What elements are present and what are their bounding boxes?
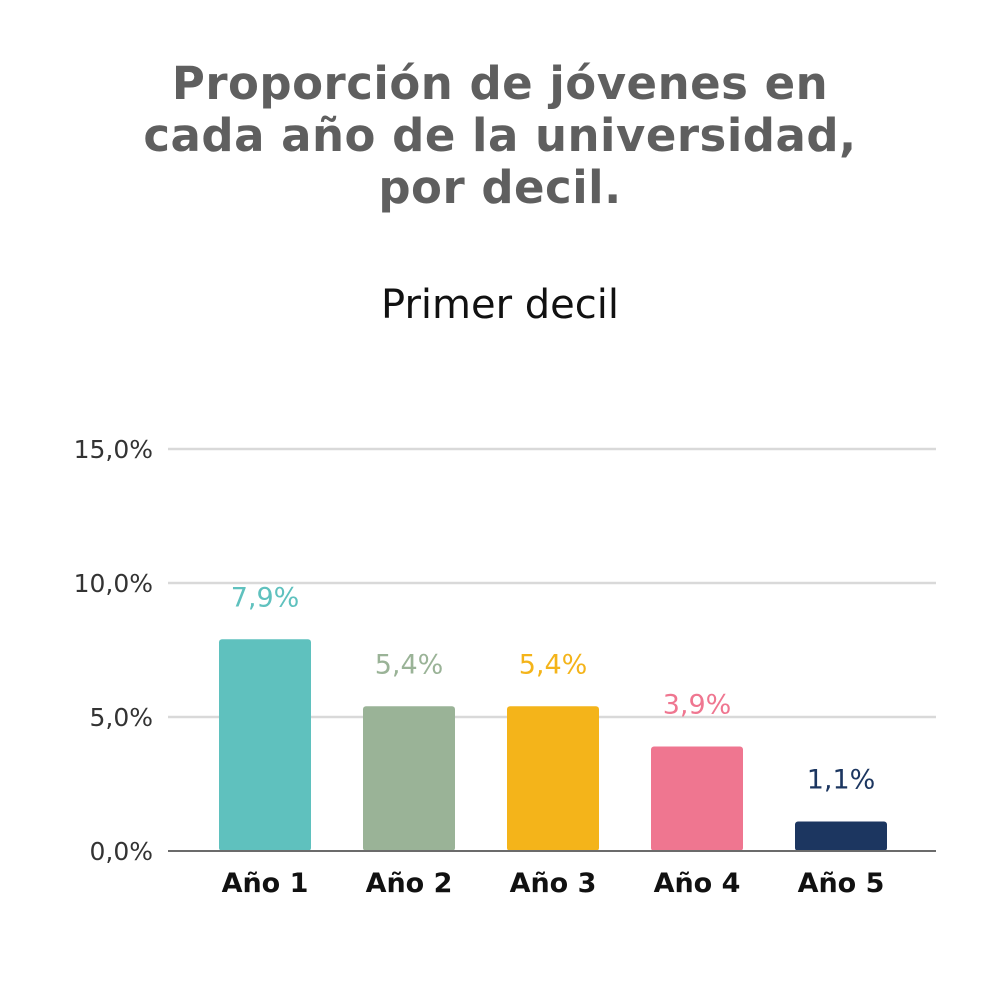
bar-1: [219, 639, 311, 851]
chart-title-line-3: por decil.: [378, 161, 622, 214]
y-tick-label: 5,0%: [89, 703, 153, 732]
x-tick-label-2: Año 2: [366, 868, 453, 899]
y-axis-tick-labels: 0,0% 5,0% 10,0% 15,0%: [74, 435, 153, 866]
value-label-1: 7,9%: [231, 582, 300, 613]
chart-subtitle: Primer decil: [381, 282, 619, 328]
bars: [219, 639, 887, 851]
value-label-5: 1,1%: [807, 765, 876, 796]
chart-title-line-2: cada año de la universidad,: [143, 109, 857, 162]
x-tick-label-1: Año 1: [222, 868, 309, 899]
x-tick-label-3: Año 3: [510, 868, 597, 899]
y-tick-label: 15,0%: [74, 435, 153, 464]
x-tick-label-4: Año 4: [654, 868, 741, 899]
bar-3: [507, 706, 599, 851]
value-label-4: 3,9%: [663, 689, 732, 720]
chart-title: Proporción de jóvenes en cada año de la …: [0, 58, 1000, 214]
value-labels: 7,9% 5,4% 5,4% 3,9% 1,1%: [231, 582, 876, 795]
chart-title-line-1: Proporción de jóvenes en: [171, 57, 829, 110]
value-label-3: 5,4%: [519, 649, 588, 680]
x-tick-label-5: Año 5: [798, 868, 885, 899]
bar-4: [651, 746, 743, 851]
y-tick-label: 0,0%: [89, 837, 153, 866]
value-label-2: 5,4%: [375, 649, 444, 680]
bar-2: [363, 706, 455, 851]
bar-5: [795, 821, 887, 851]
x-axis-tick-labels: Año 1 Año 2 Año 3 Año 4 Año 5: [222, 868, 885, 899]
y-tick-label: 10,0%: [74, 569, 153, 598]
